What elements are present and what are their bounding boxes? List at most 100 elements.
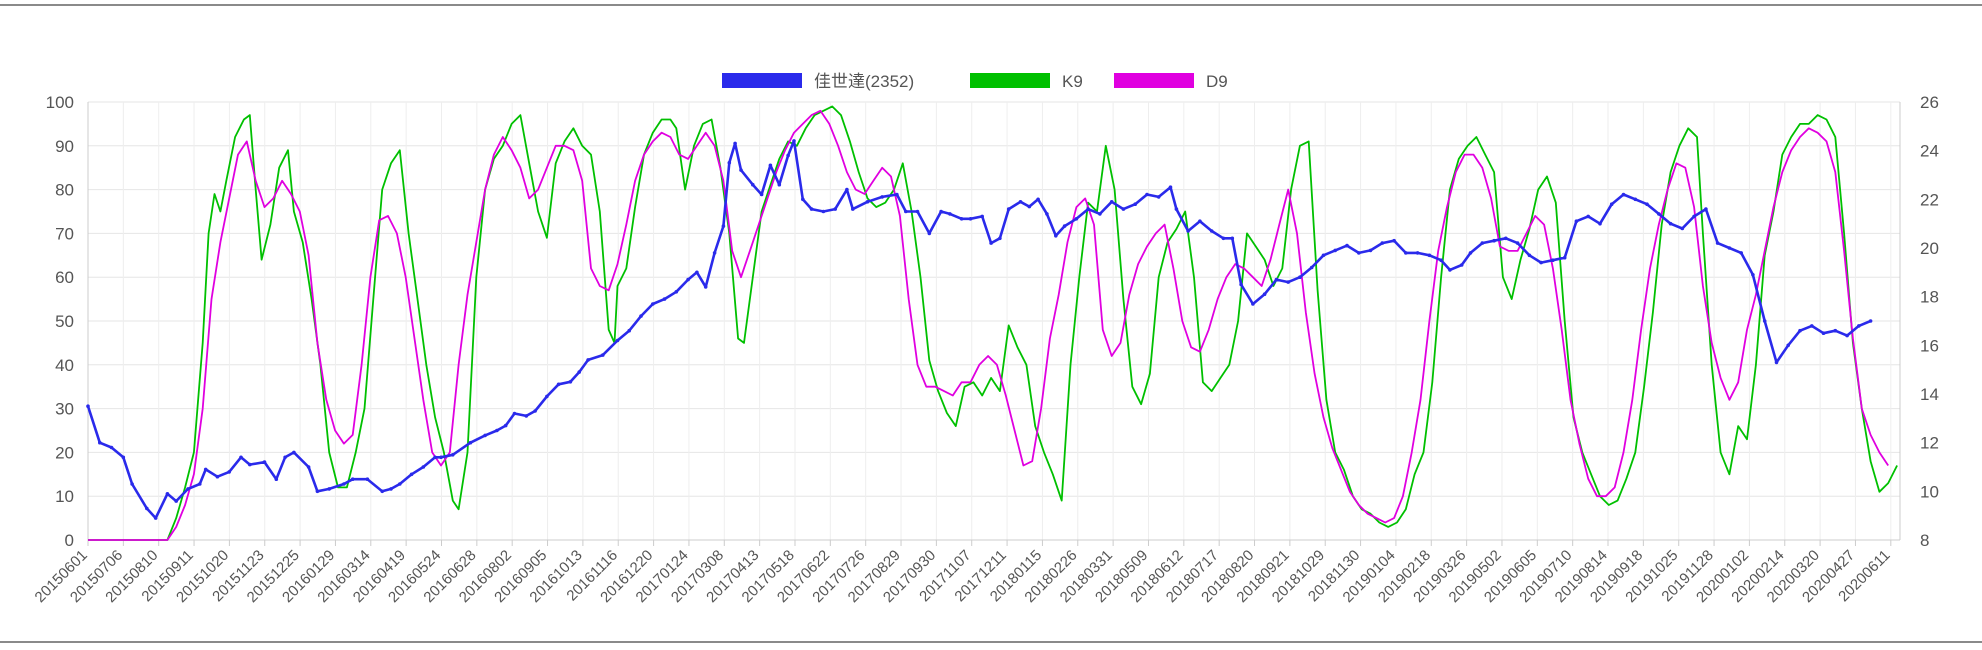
price-point — [927, 231, 932, 236]
price-point — [1845, 333, 1849, 338]
price-point — [1810, 324, 1814, 328]
price-point — [1230, 236, 1235, 241]
price-point — [109, 445, 114, 450]
price-point — [1309, 265, 1314, 270]
price-point — [86, 404, 90, 409]
price-point — [1821, 331, 1826, 336]
price-point — [1680, 226, 1685, 231]
price-point — [1857, 324, 1861, 328]
legend-item-price: 佳世達(2352) — [722, 72, 914, 91]
price-point — [283, 455, 287, 460]
price-point — [1551, 258, 1555, 263]
price-point — [1109, 200, 1114, 204]
price-point — [1045, 212, 1049, 216]
price-point — [315, 489, 320, 494]
price-point — [1645, 202, 1649, 206]
price-point — [733, 141, 737, 146]
price-point — [495, 428, 499, 433]
price-point — [768, 163, 773, 168]
price-point — [1739, 251, 1743, 255]
price-point — [865, 200, 870, 204]
price-point — [880, 195, 884, 199]
price-point — [503, 423, 508, 428]
y-right-tick-label: 16 — [1920, 336, 1939, 355]
price-point — [389, 487, 393, 491]
price-point — [342, 482, 346, 486]
price-point — [948, 212, 952, 216]
price-point — [1586, 214, 1590, 219]
legend-item-k9: K9 — [970, 72, 1083, 91]
y-left-tick-label: 100 — [46, 93, 74, 112]
price-point — [1427, 253, 1432, 258]
y-left-tick-label: 0 — [65, 531, 74, 550]
y-right-tick-label: 18 — [1920, 288, 1939, 307]
price-point — [1145, 192, 1149, 197]
price-point — [939, 209, 943, 214]
price-point — [153, 516, 158, 520]
price-point — [845, 187, 849, 192]
price-point — [98, 440, 102, 445]
price-point — [1415, 251, 1420, 255]
price-point — [568, 380, 573, 384]
price-point — [833, 207, 837, 211]
price-point — [1274, 277, 1279, 282]
price-point — [1621, 192, 1626, 197]
price-point — [712, 251, 717, 255]
price-point — [1727, 246, 1732, 250]
price-point — [1380, 241, 1385, 245]
price-point — [662, 297, 667, 301]
price-point — [777, 182, 782, 187]
price-point — [227, 470, 231, 474]
price-point — [727, 161, 732, 165]
legend-label: 佳世達(2352) — [814, 72, 914, 91]
price-point — [409, 472, 414, 477]
bottom-rule — [0, 641, 1982, 643]
y-left-tick-label: 40 — [55, 356, 74, 375]
y-right-tick-label: 8 — [1920, 531, 1929, 550]
price-point — [1174, 207, 1179, 211]
price-point — [703, 285, 708, 289]
y-left-tick-label: 60 — [55, 268, 74, 287]
price-point — [809, 207, 814, 211]
price-point — [1657, 212, 1661, 216]
price-point — [1392, 238, 1396, 243]
legend-item-d9: D9 — [1114, 72, 1228, 91]
price-point — [601, 353, 605, 357]
price-point — [1357, 251, 1361, 255]
price-point — [1368, 248, 1373, 253]
price-point — [1054, 234, 1058, 238]
y-left-tick-label: 80 — [55, 181, 74, 200]
price-point — [1036, 197, 1040, 202]
price-point — [1704, 207, 1708, 211]
price-point — [1439, 258, 1443, 263]
price-point — [1515, 241, 1520, 245]
price-point — [174, 499, 178, 503]
price-point — [915, 209, 920, 214]
price-point — [1239, 282, 1243, 287]
price-point — [1321, 253, 1326, 258]
price-point — [1751, 273, 1755, 277]
price-point — [759, 192, 764, 197]
price-point — [1480, 241, 1485, 245]
price-point — [398, 482, 402, 486]
price-series-line — [86, 139, 1872, 520]
price-point — [904, 209, 908, 214]
price-point — [980, 214, 984, 219]
k9-series-line — [88, 105, 1898, 541]
price-point — [751, 182, 755, 187]
price-point — [421, 465, 426, 469]
price-point — [1492, 238, 1496, 243]
top-rule — [0, 4, 1982, 6]
price-point — [1448, 268, 1452, 272]
legend-label: D9 — [1206, 72, 1228, 91]
price-point — [1459, 263, 1464, 267]
y-right-tick-label: 10 — [1920, 482, 1939, 501]
price-point — [1868, 319, 1873, 323]
y-right-tick-label: 12 — [1920, 434, 1939, 453]
price-point — [1186, 229, 1190, 233]
price-point — [686, 277, 690, 282]
price-point — [1006, 207, 1011, 211]
price-point — [165, 492, 170, 496]
price-point — [1539, 260, 1543, 265]
price-point — [545, 394, 549, 399]
